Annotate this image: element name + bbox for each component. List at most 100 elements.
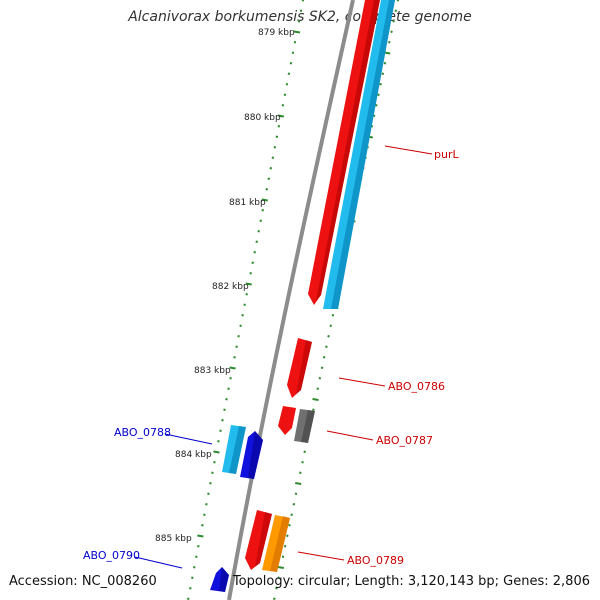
- ruler-minor-tick: [233, 356, 236, 359]
- gene-feature-abo-0788[interactable]: [240, 431, 263, 479]
- ruler-minor-tick: [292, 503, 296, 506]
- ruler-minor-tick: [329, 324, 332, 327]
- ruler-minor-tick: [290, 513, 293, 516]
- ruler-major-tick: [213, 450, 220, 454]
- ruler-minor-tick: [396, 0, 400, 2]
- ruler-minor-tick: [273, 597, 276, 600]
- ruler-minor-tick: [316, 387, 319, 390]
- ruler-minor-tick: [388, 41, 391, 44]
- ruler-minor-tick: [301, 0, 305, 2]
- genome-stats-text: Topology: circular; Length: 3,120,143 bp…: [232, 574, 590, 589]
- ruler-minor-tick: [223, 408, 226, 411]
- leader-abo-0786: [338, 377, 386, 387]
- ruler-minor-tick: [312, 408, 315, 411]
- ruler-major-tick: [245, 282, 252, 286]
- kbp-label: 881 kbp: [229, 198, 266, 208]
- ruler-minor-tick: [325, 345, 328, 348]
- leader-abo-0787: [326, 430, 374, 441]
- ruler-minor-tick: [275, 587, 278, 590]
- gene-label-abo-0786[interactable]: ABO_0786: [388, 380, 445, 393]
- ruler-minor-tick: [286, 534, 289, 537]
- ruler-minor-tick: [255, 240, 258, 243]
- accession-text: Accession: NC_008260: [9, 574, 157, 589]
- ruler-minor-tick: [237, 335, 240, 338]
- ruler-minor-tick: [229, 377, 232, 380]
- ruler-minor-tick: [301, 461, 304, 464]
- ruler-minor-tick: [379, 83, 382, 86]
- ruler-minor-tick: [283, 93, 287, 96]
- ruler-minor-tick: [331, 314, 335, 317]
- ruler-minor-tick: [283, 545, 287, 548]
- ruler-minor-tick: [299, 471, 302, 474]
- ruler-minor-tick: [375, 104, 378, 107]
- gene-label-abo-0790[interactable]: ABO_0790: [83, 549, 140, 562]
- gene-label-abo-0789[interactable]: ABO_0789: [347, 554, 404, 567]
- ruler-minor-tick: [287, 72, 291, 75]
- ruler-minor-tick: [390, 30, 393, 33]
- gene-feature-lightblue-short-shade: [229, 426, 246, 474]
- gene-feature-red-short-shade: [255, 512, 272, 567]
- gene-labels: purL ABO_0786 ABO_0787 ABO_0788 ABO_0789…: [83, 148, 459, 567]
- kbp-label: 884 kbp: [175, 450, 212, 460]
- kbp-label: 882 kbp: [212, 282, 249, 292]
- ruler-minor-tick: [217, 440, 220, 443]
- ruler-major-tick: [197, 534, 204, 538]
- gene-label-abo-0788[interactable]: ABO_0788: [114, 426, 171, 439]
- ruler-major-tick: [277, 566, 284, 569]
- ruler-minor-tick: [320, 366, 324, 369]
- ruler-minor-tick: [245, 293, 248, 296]
- ruler-minor-tick: [271, 156, 275, 159]
- gene-feature-abo-0788-shade: [248, 431, 263, 479]
- ruler-minor-tick: [303, 450, 306, 453]
- gene-feature-orange-shade: [270, 516, 290, 572]
- kbp-label: 885 kbp: [155, 534, 192, 544]
- ruler-minor-tick: [392, 20, 395, 23]
- ruler-minor-tick: [381, 72, 385, 75]
- gene-feature-abo-0787[interactable]: [278, 406, 296, 435]
- ruler-minor-tick: [195, 555, 198, 558]
- ruler-minor-tick: [197, 545, 200, 548]
- gene-feature-abo-0790-shade: [219, 567, 229, 592]
- gene-feature-abo-0790[interactable]: [210, 567, 229, 592]
- ruler-minor-tick: [394, 9, 398, 12]
- leader-abo-0788: [164, 433, 213, 445]
- gene-label-purl[interactable]: purL: [434, 148, 459, 161]
- ruler-minor-tick: [225, 398, 228, 401]
- ruler-major-tick: [277, 114, 285, 118]
- kbp-label: 879 kbp: [258, 28, 295, 38]
- ruler-minor-tick: [203, 513, 206, 516]
- ruler-major-tick: [312, 398, 319, 401]
- ruler-minor-tick: [219, 429, 222, 432]
- ruler-minor-tick: [269, 167, 273, 170]
- ruler-minor-tick: [383, 62, 387, 65]
- ruler-minor-tick: [275, 135, 279, 138]
- ruler-minor-tick: [265, 188, 269, 191]
- ruler-minor-tick: [251, 261, 254, 264]
- ruler-minor-tick: [189, 587, 192, 590]
- gene-feature-lightblue-shade: [331, 0, 395, 309]
- gene-features: [210, 0, 395, 592]
- ruler-minor-tick: [205, 503, 208, 506]
- ruler-minor-tick: [277, 125, 281, 128]
- ruler-minor-tick: [281, 555, 285, 558]
- ruler-minor-tick: [299, 9, 303, 12]
- ruler-minor-tick: [193, 566, 196, 569]
- ruler-minor-tick: [291, 51, 295, 54]
- ruler-major-tick: [229, 366, 236, 370]
- ruler-minor-tick: [207, 492, 210, 495]
- leader-abo-0790: [134, 556, 183, 569]
- ruler-minor-tick: [285, 83, 289, 86]
- kbp-label: 883 kbp: [194, 366, 231, 376]
- ruler-minor-tick: [273, 146, 277, 149]
- ruler-minor-tick: [377, 93, 380, 96]
- ruler-minor-tick: [239, 324, 242, 327]
- gene-label-abo-0787[interactable]: ABO_0787: [376, 434, 433, 447]
- ruler-minor-tick: [281, 104, 285, 107]
- ruler-minor-tick: [322, 356, 326, 359]
- leader-purl: [384, 145, 433, 155]
- ruler-minor-tick: [318, 377, 322, 380]
- ruler-minor-tick: [241, 314, 244, 317]
- ruler-minor-tick: [213, 461, 216, 464]
